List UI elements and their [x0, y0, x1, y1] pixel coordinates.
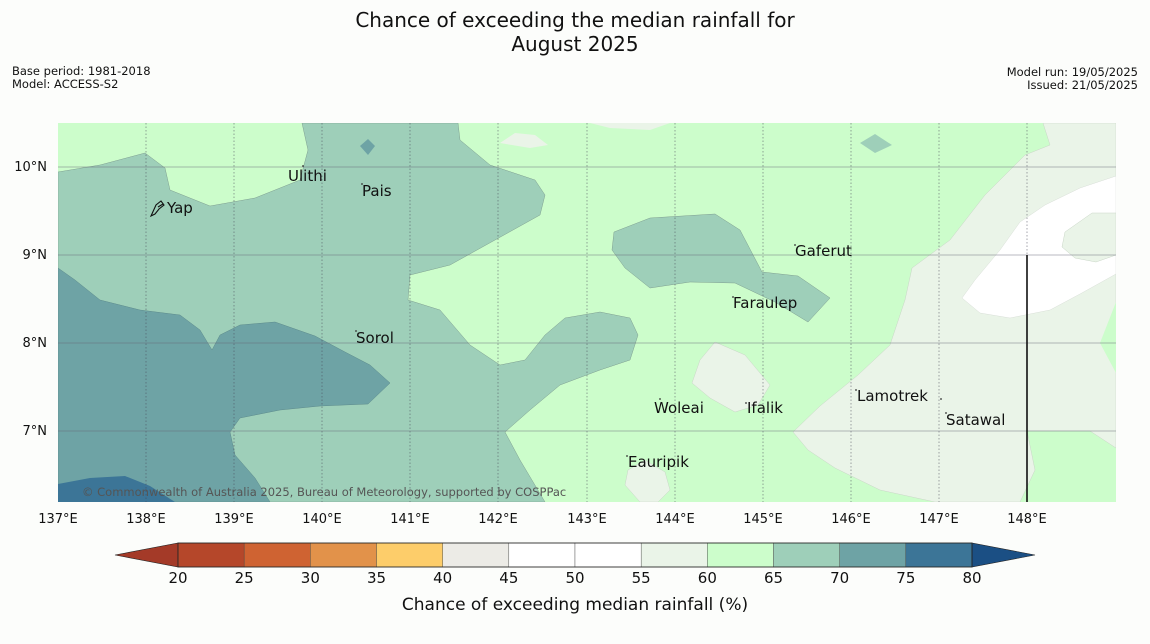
place-label-gaferut: Gaferut	[795, 242, 852, 260]
place-label-eauripik: Eauripik	[628, 453, 689, 471]
lon-tick: 141°E	[390, 512, 430, 527]
colorbar-tick-label: 55	[632, 569, 651, 587]
colorbar-bin	[243, 542, 311, 568]
colorbar-tick-label: 75	[896, 569, 915, 587]
colorbar-tick-label: 80	[962, 569, 981, 587]
lat-tick: 8°N	[23, 336, 48, 351]
colorbar-bin	[839, 542, 907, 568]
yap-island	[149, 200, 165, 218]
colorbar-bin	[376, 542, 443, 568]
colorbar-bin	[640, 542, 708, 568]
colorbar-bin	[574, 542, 642, 568]
lon-tick: 146°E	[831, 512, 871, 527]
colorbar-tick-label: 25	[235, 569, 254, 587]
lon-tick: 147°E	[919, 512, 959, 527]
model-info: Base period: 1981-2018 Model: ACCESS-S2	[12, 65, 151, 91]
place-label-ulithi: Ulithi	[288, 167, 327, 185]
colorbar-bin	[905, 542, 973, 568]
latitude-axis: 10°N 9°N 8°N 7°N	[14, 160, 47, 439]
island-dots	[302, 165, 947, 457]
place-label-ifalik: Ifalik	[747, 399, 783, 417]
map-title: Chance of exceeding the median rainfall …	[0, 8, 1150, 56]
zone-55-60-eauripik	[624, 459, 671, 502]
zone-60-65-edge	[1100, 302, 1116, 373]
zone-55-60-north-2	[590, 123, 670, 130]
lon-tick: 143°E	[567, 512, 607, 527]
zone-65-70-east	[611, 213, 831, 323]
colorbar-bin	[177, 542, 245, 568]
colorbar-tick-label: 35	[367, 569, 386, 587]
colorbar-tick-label: 30	[301, 569, 320, 587]
colorbar-tick-label: 50	[565, 569, 584, 587]
issued-date: Issued: 21/05/2025	[1027, 78, 1138, 92]
zone-55-60-ifalik	[691, 341, 771, 413]
colorbar-frame	[177, 542, 973, 568]
place-label-pais: Pais	[362, 182, 392, 200]
place-label-satawal: Satawal	[946, 411, 1005, 429]
colorbar-bin	[773, 542, 840, 568]
colorbar-tick-label: 65	[764, 569, 783, 587]
lat-tick: 7°N	[23, 424, 48, 439]
colorbar-bin	[707, 542, 774, 568]
place-label-yap: Yap	[166, 199, 193, 217]
colorbar-bin	[442, 542, 510, 568]
colorbar-ticks: 20 25 30 35 40 45 50 55 60 65 70 75 80	[168, 569, 981, 587]
title-line-2: August 2025	[511, 32, 639, 56]
model-run: Model run: 19/05/2025	[1006, 65, 1138, 79]
colorbar-bin	[508, 542, 576, 568]
colorbar-bins	[177, 542, 973, 568]
model-name: Model: ACCESS-S2	[12, 77, 119, 91]
copyright-notice: © Commonwealth of Australia 2025, Bureau…	[82, 485, 566, 499]
place-label-faraulep: Faraulep	[733, 294, 797, 312]
zone-50-55	[961, 175, 1116, 319]
colorbar-tick-label: 60	[698, 569, 717, 587]
lon-tick: 139°E	[214, 512, 254, 527]
base-period: Base period: 1981-2018	[12, 64, 151, 78]
lat-tick: 10°N	[14, 160, 47, 175]
lon-tick: 140°E	[302, 512, 342, 527]
zone-65-70-small-1	[360, 139, 375, 155]
place-label-woleai: Woleai	[654, 399, 704, 417]
colorbar-low-extension	[114, 542, 179, 568]
longitude-gridlines	[145, 123, 1028, 502]
colorbar-title: Chance of exceeding median rainfall (%)	[402, 595, 748, 615]
lon-tick: 137°E	[38, 512, 78, 527]
colorbar-tick-label: 20	[168, 569, 187, 587]
zone-70-75	[58, 267, 391, 502]
lon-tick: 148°E	[1007, 512, 1047, 527]
lat-tick: 9°N	[23, 248, 48, 263]
lon-tick: 145°E	[743, 512, 783, 527]
colorbar: 20 25 30 35 40 45 50 55 60 65 70 75 80 Chance of exc…	[114, 542, 1036, 615]
lon-tick: 138°E	[126, 512, 166, 527]
longitude-axis: 137°E 138°E 139°E 140°E 141°E 142°E 143°…	[38, 512, 1047, 527]
colorbar-tick-label: 70	[830, 569, 849, 587]
place-label-lamotrek: Lamotrek	[857, 387, 928, 405]
zone-65-70-small-2	[860, 134, 892, 153]
colorbar-tick-label: 45	[499, 569, 518, 587]
run-info: Model run: 19/05/2025 Issued: 21/05/2025	[1007, 66, 1138, 92]
lon-tick: 144°E	[655, 512, 695, 527]
colorbar-bin	[310, 542, 377, 568]
colorbar-high-extension	[971, 542, 1036, 568]
title-line-1: Chance of exceeding the median rainfall …	[355, 8, 795, 32]
colorbar-tick-label: 40	[433, 569, 452, 587]
zone-55-60-north-1	[500, 133, 548, 148]
lon-tick: 142°E	[478, 512, 518, 527]
place-label-sorol: Sorol	[356, 329, 394, 347]
latitude-gridlines	[58, 166, 1116, 432]
zone-55-60-hole	[1061, 212, 1116, 263]
rainfall-map: Ulithi Pais Yap Gaferut Faraulep Sorol L…	[58, 123, 1116, 502]
